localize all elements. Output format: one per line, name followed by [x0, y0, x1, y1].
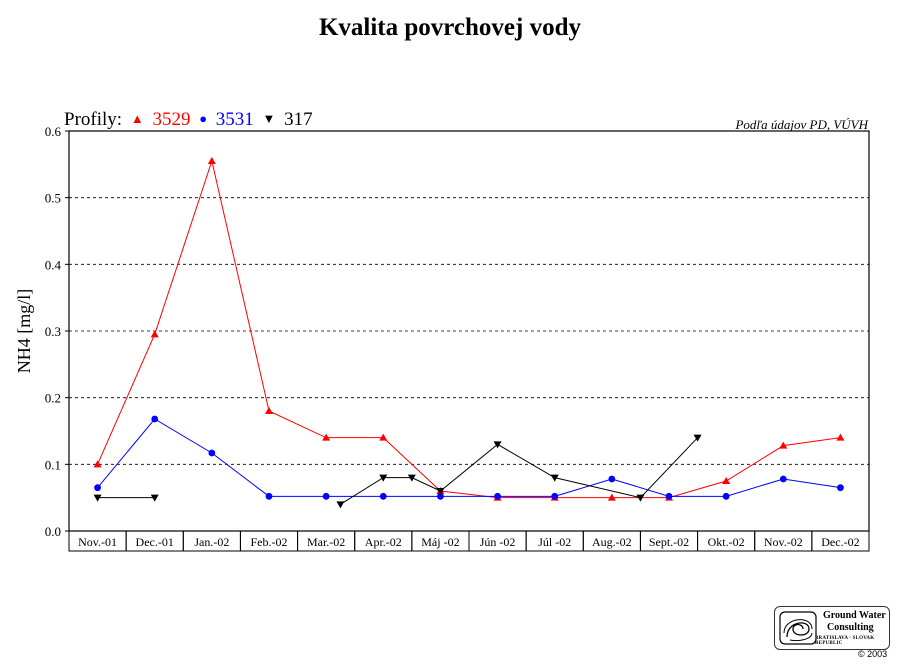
data-point-circle — [779, 475, 787, 483]
x-tick-label: Júl -02 — [538, 535, 571, 549]
data-point-triangle-up — [379, 433, 388, 441]
data-point-circle — [322, 492, 330, 500]
x-tick-label: Dec.-01 — [136, 535, 174, 549]
data-point-circle — [551, 492, 559, 500]
legend-label-3529: 3529 — [152, 109, 191, 130]
data-point-triangle-down — [693, 434, 702, 442]
legend-triangle-down-icon: ▼ — [262, 111, 276, 126]
data-point-circle — [837, 484, 844, 492]
data-point-triangle-down — [493, 441, 502, 449]
y-tick-label: 0.2 — [45, 391, 61, 406]
data-point-circle — [151, 415, 159, 423]
data-point-triangle-down — [93, 494, 102, 502]
data-point-triangle-down — [379, 474, 388, 482]
legend-circle-icon: ● — [199, 111, 208, 126]
y-tick-label: 0.6 — [45, 124, 62, 139]
data-point-circle — [208, 449, 216, 457]
x-tick-label: Nov.-01 — [78, 535, 117, 549]
y-axis-label: NH4 [mg/l] — [14, 289, 34, 374]
data-point-triangle-up — [150, 330, 159, 338]
data-point-triangle-up — [93, 460, 102, 468]
legend: Profily: ▲ 3529 ● 3531 ▼ 317 — [64, 109, 317, 131]
series-line-317 — [340, 437, 698, 505]
data-point-circle — [379, 492, 387, 500]
x-tick-label: Mar.-02 — [307, 535, 345, 549]
legend-label-3531: 3531 — [215, 109, 254, 130]
y-tick-label: 0.4 — [45, 257, 62, 272]
x-tick-label: Feb.-02 — [251, 535, 288, 549]
data-point-triangle-down — [336, 501, 345, 509]
logo-text-line1: Ground Water — [823, 610, 886, 621]
x-tick-label: Okt.-02 — [708, 535, 745, 549]
data-point-circle — [265, 492, 273, 500]
data-point-circle — [722, 492, 730, 500]
copyright-note: © 2003 — [858, 649, 888, 659]
data-point-triangle-down — [550, 474, 559, 482]
data-point-circle — [94, 484, 101, 492]
data-point-circle — [437, 492, 444, 500]
y-tick-label: 0.3 — [45, 324, 61, 339]
data-point-triangle-down — [636, 494, 645, 502]
y-tick-label: 0.0 — [45, 524, 61, 539]
logo-subtext: BRATISLAVA · SLOVAK REPUBLIC — [815, 636, 875, 646]
legend-prefix: Profily: — [64, 109, 123, 130]
x-tick-label: Dec.-02 — [821, 535, 859, 549]
data-point-triangle-up — [779, 441, 788, 449]
data-point-circle — [665, 492, 673, 500]
x-tick-label: Máj -02 — [421, 535, 459, 549]
y-tick-label: 0.1 — [45, 457, 61, 472]
data-point-circle — [608, 475, 616, 483]
data-point-triangle-up — [722, 477, 731, 484]
x-tick-label: Jan.-02 — [194, 535, 229, 549]
company-logo: Ground Water Consulting BRATISLAVA · SLO… — [774, 606, 890, 650]
data-point-triangle-up — [265, 407, 273, 414]
data-point-circle — [494, 492, 501, 500]
legend-label-317: 317 — [284, 109, 313, 130]
series-line-3531 — [97, 418, 841, 497]
data-point-triangle-down — [407, 474, 416, 482]
data-point-triangle-up — [836, 433, 845, 441]
x-tick-label: Jún -02 — [480, 535, 516, 549]
x-tick-label: Aug.-02 — [592, 535, 632, 549]
logo-text-line2: Consulting — [827, 622, 874, 633]
data-point-triangle-up — [607, 493, 616, 501]
x-tick-label: Sept.-02 — [649, 535, 689, 549]
legend-triangle-up-icon: ▲ — [130, 111, 144, 126]
data-point-triangle-down — [150, 494, 159, 502]
y-tick-label: 0.5 — [45, 191, 61, 206]
chart-title: Kvalita povrchovej vody — [318, 14, 582, 41]
x-tick-label: Nov.-02 — [764, 535, 803, 549]
x-tick-label: Apr.-02 — [365, 535, 402, 549]
source-note: Podľa údajov PD, VÚVH — [735, 117, 868, 132]
data-point-triangle-down — [436, 488, 445, 495]
spiral-logo-icon — [779, 611, 817, 645]
data-point-triangle-up — [207, 157, 216, 164]
data-point-triangle-up — [322, 433, 331, 441]
series-line-3529 — [97, 159, 841, 499]
x-category-cell — [811, 530, 870, 552]
